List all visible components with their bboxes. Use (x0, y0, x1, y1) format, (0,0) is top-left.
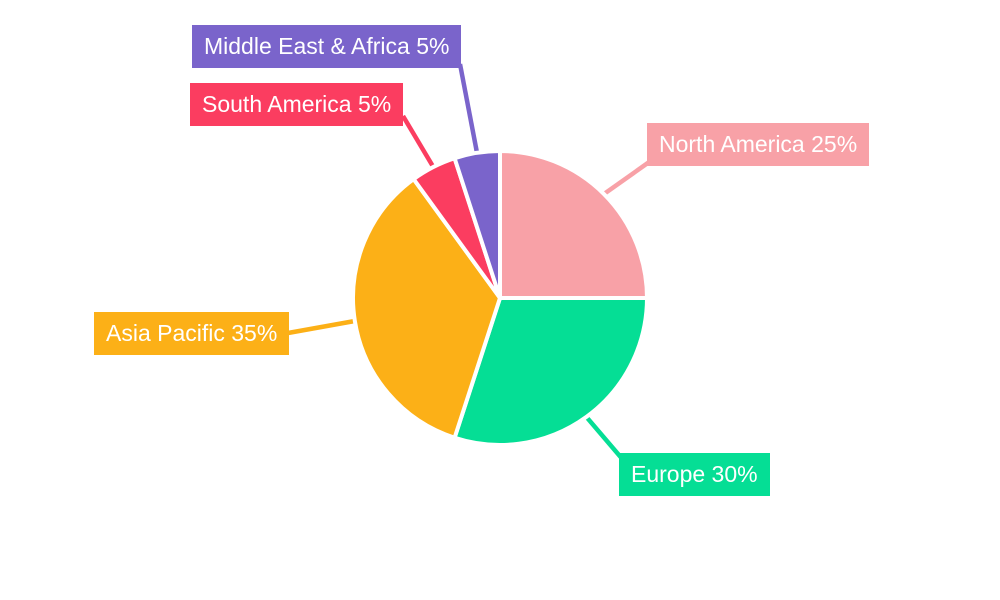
callout-label-middle-east-africa: Middle East & Africa 5% (192, 25, 462, 68)
callout-line-south-america (401, 114, 436, 169)
pie-slice-europe[interactable] (452, 296, 649, 447)
callout-label-asia-pacific: Asia Pacific 35% (94, 312, 290, 355)
pie-slice-asia-pacific[interactable] (351, 177, 502, 440)
callout-label-north-america: North America 25% (647, 123, 870, 166)
pie-slice-north-america[interactable] (498, 149, 649, 300)
callout-line-north-america (602, 158, 654, 196)
pie-slice-middle-east-africa[interactable] (452, 149, 502, 300)
callout-line-asia-pacific (287, 318, 356, 336)
callout-label-south-america: South America 5% (190, 83, 404, 126)
callout-label-europe: Europe 30% (619, 453, 770, 496)
callout-line-middle-east-africa (457, 63, 480, 154)
